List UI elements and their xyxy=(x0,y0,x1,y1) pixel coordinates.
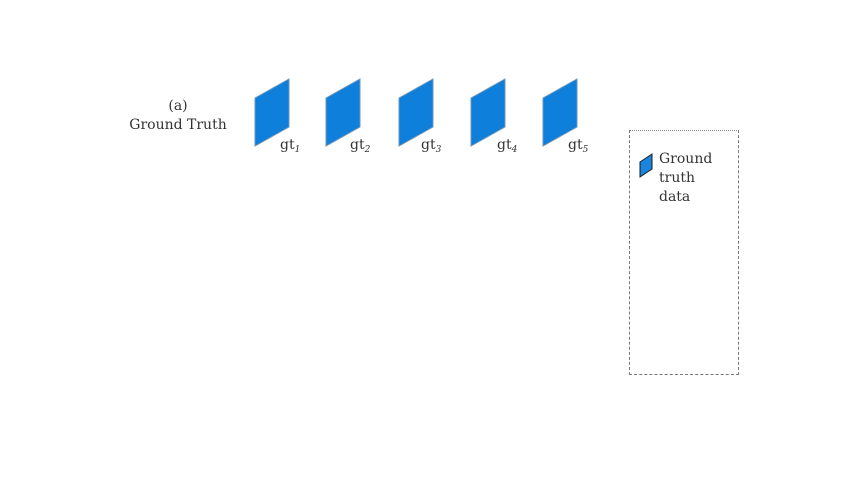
frame-label-gt2: gt2 xyxy=(350,137,371,155)
frame-label-gt5: gt5 xyxy=(568,137,589,155)
frame-label-gt1: gt1 xyxy=(280,137,301,155)
frame-gt1 xyxy=(254,78,290,147)
row-label-index: (a) xyxy=(168,98,188,114)
frame-gt3 xyxy=(398,78,434,147)
legend-label-line: truth xyxy=(659,170,695,186)
legend-label-line: Ground xyxy=(659,151,713,167)
frame-gt5 xyxy=(542,78,578,147)
legend-label: Ground truth data xyxy=(659,150,739,207)
frame-gt4 xyxy=(470,78,506,147)
frame-gt2 xyxy=(325,78,361,147)
legend-box xyxy=(629,130,739,375)
frame-label-gt4: gt4 xyxy=(497,137,518,155)
row-label-ground-truth: (a) Ground Truth xyxy=(118,97,238,135)
frame-label-gt3: gt3 xyxy=(421,137,442,155)
row-label-title: Ground Truth xyxy=(129,117,227,133)
legend-swatch xyxy=(639,153,653,178)
legend-label-line: data xyxy=(659,189,691,205)
